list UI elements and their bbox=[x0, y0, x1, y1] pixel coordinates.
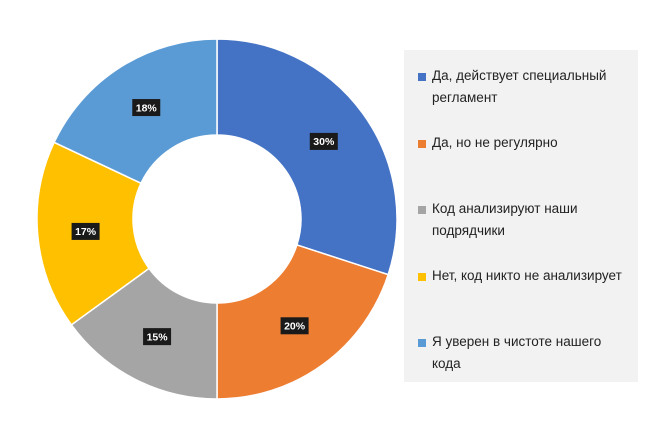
data-label-text-confident: 18% bbox=[136, 102, 158, 114]
legend-item-nobody: Нет, код никто не анализирует bbox=[418, 265, 630, 287]
data-label-irregular: 20% bbox=[280, 317, 309, 335]
legend-swatch-confident bbox=[418, 339, 426, 347]
legend-label-nobody: Нет, код никто не анализирует bbox=[432, 268, 622, 283]
data-label-text-regulation: 30% bbox=[313, 136, 335, 148]
data-label-bg-confident bbox=[132, 99, 161, 117]
data-label-bg-regulation bbox=[309, 132, 338, 150]
legend-label-contractors: Код анализируют наши подрядчики bbox=[432, 201, 578, 238]
data-label-bg-irregular bbox=[280, 317, 309, 335]
legend-swatch-regulation bbox=[418, 73, 426, 81]
data-label-contractors: 15% bbox=[143, 328, 172, 346]
legend-label-regulation: Да, действует специальный регламент bbox=[432, 68, 607, 105]
data-label-nobody: 17% bbox=[71, 222, 100, 240]
legend-item-regulation: Да, действует специальный регламент bbox=[418, 65, 630, 109]
data-label-text-irregular: 20% bbox=[284, 321, 306, 333]
data-label-text-contractors: 15% bbox=[147, 331, 169, 343]
legend-item-confident: Я уверен в чистоте нашего кода bbox=[418, 331, 630, 375]
legend-item-contractors: Код анализируют наши подрядчики bbox=[418, 198, 630, 242]
data-label-text-nobody: 17% bbox=[75, 226, 97, 238]
legend-item-irregular: Да, но не регулярно bbox=[418, 132, 630, 154]
legend-swatch-nobody bbox=[418, 273, 426, 281]
data-label-regulation: 30% bbox=[309, 132, 338, 150]
legend-label-irregular: Да, но не регулярно bbox=[432, 135, 558, 150]
legend: Да, действует специальный регламент Да, … bbox=[404, 50, 638, 382]
legend-label-confident: Я уверен в чистоте нашего кода bbox=[432, 334, 602, 371]
legend-swatch-irregular bbox=[418, 140, 426, 148]
data-label-bg-contractors bbox=[143, 328, 172, 346]
data-label-bg-nobody bbox=[71, 222, 100, 240]
legend-swatch-contractors bbox=[418, 206, 426, 214]
slice-regulation bbox=[216, 38, 398, 276]
data-label-confident: 18% bbox=[132, 99, 161, 117]
